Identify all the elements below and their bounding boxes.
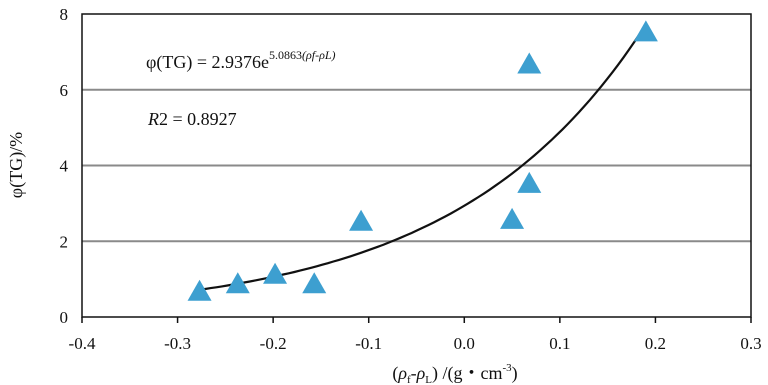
- x-tick-label: -0.4: [69, 334, 96, 353]
- x-tick-label: 0.2: [645, 334, 666, 353]
- equation-annotation: φ(TG) = 2.9376e5.0863(ρf-ρL): [146, 48, 336, 73]
- data-point-triangle: [349, 209, 374, 231]
- data-point-triangle: [500, 207, 525, 229]
- y-tick-label: 6: [60, 81, 69, 100]
- data-points: [187, 20, 658, 301]
- y-axis-label: φ(TG)/%: [6, 132, 27, 198]
- data-point-triangle: [187, 279, 212, 301]
- x-axis-ticks: -0.4 -0.3 -0.2 -0.1 0.0 0.1 0.2 0.3: [69, 317, 762, 353]
- svg-text:φ(TG) = 2.9376e5.0863(ρf-ρL): φ(TG) = 2.9376e5.0863(ρf-ρL): [146, 48, 336, 73]
- x-tick-label: -0.1: [355, 334, 382, 353]
- r-squared-annotation: R2 = 0.8927: [147, 109, 237, 129]
- equation-exponent-var: (ρf-ρL): [302, 48, 336, 62]
- svg-text:R2 = 0.8927: R2 = 0.8927: [147, 109, 237, 129]
- x-tick-label: -0.3: [164, 334, 191, 353]
- y-tick-label: 4: [60, 157, 69, 176]
- data-point-triangle: [517, 52, 542, 74]
- data-point-triangle: [225, 272, 250, 294]
- data-point-triangle: [633, 20, 658, 42]
- x-tick-label: -0.2: [260, 334, 287, 353]
- x-tick-label: 0.0: [454, 334, 475, 353]
- data-point-triangle: [263, 262, 288, 284]
- x-tick-label: 0.3: [740, 334, 761, 353]
- plot-frame: [81, 13, 752, 318]
- y-tick-label: 2: [60, 232, 69, 251]
- grid-lines: [82, 88, 751, 243]
- equation-lhs: φ(TG) = 2.9376e: [146, 52, 269, 73]
- r-squared-value: 2 = 0.8927: [159, 109, 237, 129]
- equation-exponent: 5.0863: [269, 48, 302, 62]
- y-axis-ticks: 0 2 4 6 8: [60, 5, 69, 327]
- y-tick-label: 0: [60, 308, 69, 327]
- data-point-triangle: [517, 171, 542, 193]
- x-tick-label: 0.1: [549, 334, 570, 353]
- data-point-triangle: [302, 272, 327, 294]
- y-tick-label: 8: [60, 5, 69, 24]
- x-axis-label: (ρf-ρL) /(g・cm-3): [392, 362, 517, 385]
- r-squared-label: R: [147, 109, 159, 129]
